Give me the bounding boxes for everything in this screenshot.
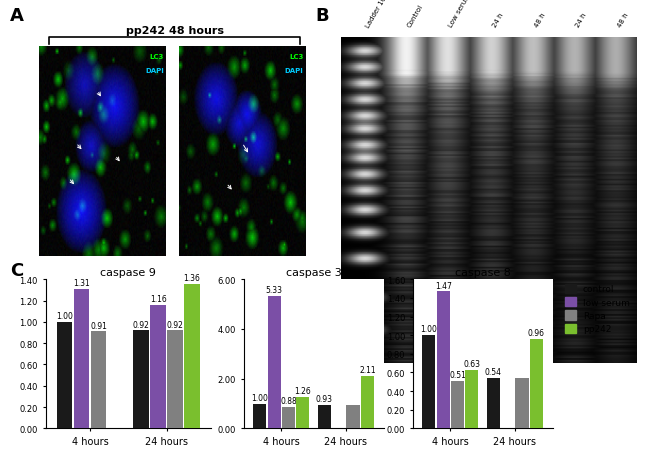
Text: DAPI: DAPI	[285, 68, 304, 74]
Bar	[437, 292, 450, 428]
Text: 0.92: 0.92	[166, 320, 183, 329]
Bar	[318, 405, 331, 428]
Bar	[530, 339, 543, 428]
Bar	[361, 376, 374, 428]
Bar	[254, 404, 266, 428]
Text: C: C	[10, 262, 23, 280]
Text: 1.00: 1.00	[56, 311, 73, 320]
Bar	[167, 331, 183, 428]
Title: caspase 8: caspase 8	[455, 267, 510, 277]
Bar	[57, 322, 72, 428]
Text: 24 h: 24 h	[492, 12, 505, 28]
Bar	[91, 331, 107, 428]
Text: 0.96: 0.96	[528, 328, 545, 337]
Text: 0.54: 0.54	[485, 368, 502, 377]
Text: Ladder 100 bp: Ladder 100 bp	[365, 0, 395, 28]
Text: DAPI: DAPI	[145, 68, 164, 74]
Text: 1.31: 1.31	[73, 278, 90, 287]
Text: 1.00: 1.00	[421, 325, 437, 334]
Bar	[296, 397, 309, 428]
Title: caspase 9: caspase 9	[101, 267, 156, 277]
Bar	[133, 331, 149, 428]
Text: 0.91: 0.91	[90, 321, 107, 330]
Text: 1.47: 1.47	[435, 281, 452, 290]
Bar	[282, 407, 295, 428]
Text: 48 h: 48 h	[534, 12, 547, 28]
Bar	[465, 370, 478, 428]
Title: caspase 3: caspase 3	[286, 267, 341, 277]
Text: 0.93: 0.93	[316, 395, 333, 404]
Bar	[346, 405, 359, 428]
Bar	[150, 305, 166, 428]
Bar	[185, 284, 200, 428]
Text: 1.00: 1.00	[252, 393, 268, 402]
Text: LC3: LC3	[150, 54, 164, 60]
Legend: control, low serum, Rapa, pp242: control, low serum, Rapa, pp242	[565, 284, 630, 334]
Bar	[451, 381, 464, 428]
Text: 48 h: 48 h	[616, 12, 629, 28]
Bar	[422, 336, 436, 428]
Text: 24 h: 24 h	[575, 12, 588, 28]
Text: B: B	[315, 7, 329, 25]
Text: pp242 48 hours: pp242 48 hours	[125, 26, 224, 36]
Text: Control: Control	[406, 4, 424, 28]
Text: 1.36: 1.36	[184, 273, 201, 282]
Bar	[268, 296, 281, 428]
Text: 2.11: 2.11	[359, 365, 376, 374]
Bar	[74, 289, 90, 428]
Text: LC3: LC3	[289, 54, 304, 60]
Text: 1.16: 1.16	[150, 295, 166, 304]
Text: Low serum: Low serum	[448, 0, 472, 28]
Text: A: A	[10, 7, 23, 25]
Bar	[487, 378, 500, 428]
Text: 5.33: 5.33	[266, 285, 283, 295]
Bar	[515, 378, 528, 428]
Text: 0.51: 0.51	[449, 370, 466, 379]
Text: 0.63: 0.63	[463, 359, 480, 368]
Text: 0.92: 0.92	[133, 320, 150, 329]
Text: 0.88: 0.88	[280, 396, 297, 405]
Text: 1.26: 1.26	[294, 387, 311, 396]
